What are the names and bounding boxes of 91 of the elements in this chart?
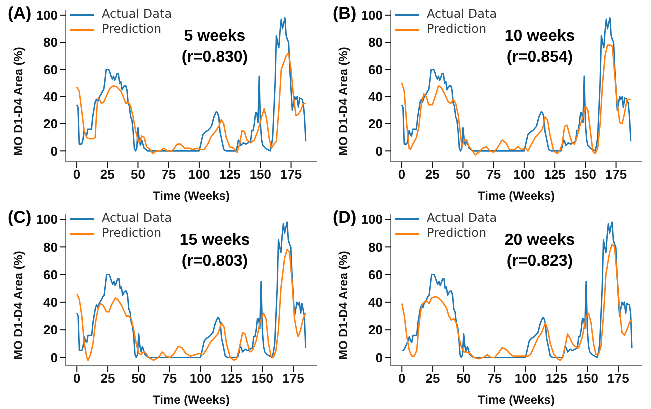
y-tick-label: 0 — [376, 350, 383, 366]
y-tick-label: 40 — [368, 89, 383, 104]
y-tick-label: 100 — [361, 212, 383, 228]
line-series — [76, 222, 307, 358]
x-axis-title: Time (Weeks) — [153, 393, 230, 407]
y-tick-label: 40 — [368, 295, 383, 310]
x-tick-label: 75 — [162, 167, 176, 182]
y-tick-label: 80 — [44, 35, 58, 50]
chart-title: (A) — [8, 4, 32, 24]
x-tick-label: 75 — [488, 371, 502, 386]
y-tick-label: 0 — [50, 144, 58, 159]
y-tick-label: 60 — [368, 62, 383, 78]
x-tick-label: 50 — [131, 167, 146, 182]
x-tick-label: 125 — [220, 371, 243, 386]
line-series — [76, 249, 307, 362]
x-tick-label: 25 — [100, 167, 115, 182]
annotation: 10 weeks — [504, 27, 576, 47]
y-tick-label: 100 — [361, 8, 383, 24]
y-tick-label: 100 — [36, 8, 58, 24]
x-tick-label: 25 — [425, 167, 440, 182]
x-axis-title: Time (Weeks) — [478, 393, 555, 407]
x-tick-label: 50 — [456, 167, 470, 182]
x-tick-label: 175 — [608, 371, 630, 386]
x-tick-label: 175 — [605, 167, 628, 182]
x-tick-label: 100 — [190, 371, 212, 386]
x-tick-label: 0 — [398, 371, 406, 386]
y-axis-title: MO D1-D4 Area (%) — [11, 47, 26, 156]
x-tick-label: 0 — [73, 167, 81, 182]
legend-label: Actual Data — [427, 211, 498, 226]
x-tick-label: 25 — [426, 371, 440, 386]
x-tick-label: 0 — [398, 167, 406, 182]
legend-label: Prediction — [102, 226, 162, 241]
y-tick-label: 0 — [50, 350, 58, 366]
line-series — [401, 244, 633, 362]
y-tick-label: 80 — [44, 240, 58, 255]
line-series — [401, 17, 632, 152]
y-axis-title: MO D1-D4 Area (%) — [336, 47, 350, 156]
y-tick-label: 20 — [44, 322, 58, 338]
y-tick-label: 40 — [44, 295, 58, 310]
x-tick-label: 125 — [219, 167, 241, 182]
x-tick-label: 175 — [282, 371, 304, 386]
x-tick-label: 50 — [132, 371, 146, 386]
x-tick-label: 150 — [576, 371, 598, 386]
x-tick-label: 175 — [280, 167, 302, 182]
x-tick-label: 150 — [250, 167, 272, 182]
line-series — [76, 17, 307, 152]
x-tick-label: 100 — [514, 167, 536, 182]
legend-label: Actual Data — [427, 7, 498, 22]
x-axis-title: Time (Weeks) — [478, 189, 555, 203]
line-series — [401, 44, 632, 156]
x-tick-label: 50 — [456, 371, 472, 386]
annotation: (r=0.803) — [180, 252, 250, 272]
legend-label: Actual Data — [102, 211, 172, 226]
y-tick-label: 20 — [368, 116, 383, 132]
x-tick-label: 75 — [162, 371, 178, 386]
annotation: (r=0.854) — [506, 48, 574, 68]
x-tick-label: 100 — [514, 371, 537, 386]
y-axis-title: MO D1-D4 Area (%) — [11, 251, 26, 360]
legend-label: Prediction — [427, 226, 487, 241]
x-axis-title: Time (Weeks) — [153, 189, 230, 203]
x-tick-label: 150 — [574, 167, 597, 182]
y-tick-label: 60 — [368, 267, 383, 282]
x-tick-label: 150 — [252, 371, 274, 386]
y-tick-label: 60 — [44, 62, 58, 78]
annotation: 20 weeks — [504, 231, 576, 251]
chart-title: (D) — [333, 208, 357, 228]
y-tick-label: 100 — [36, 212, 58, 228]
x-tick-label: 25 — [100, 371, 116, 386]
y-tick-label: 20 — [368, 322, 383, 338]
legend-label: Prediction — [427, 22, 487, 37]
y-tick-label: 20 — [44, 116, 58, 132]
legend-label: Actual Data — [102, 7, 172, 22]
x-tick-label: 75 — [486, 167, 502, 182]
y-axis-title: MO D1-D4 Area (%) — [336, 251, 350, 360]
x-tick-label: 125 — [544, 167, 566, 182]
y-tick-label: 80 — [368, 240, 383, 255]
annotation: 15 weeks — [180, 231, 250, 251]
line-series — [401, 222, 633, 358]
x-tick-label: 125 — [546, 371, 568, 386]
chart-title: (B) — [333, 4, 357, 24]
y-tick-label: 40 — [44, 89, 58, 104]
legend-label: Prediction — [102, 22, 162, 37]
y-tick-label: 60 — [44, 267, 58, 282]
chart-title: (C) — [8, 208, 32, 228]
x-tick-label: 0 — [74, 371, 81, 386]
x-tick-label: 100 — [188, 167, 210, 182]
annotation: 5 weeks — [183, 27, 247, 47]
annotation: (r=0.830) — [182, 48, 248, 68]
y-tick-label: 80 — [368, 35, 383, 50]
y-tick-label: 0 — [376, 144, 383, 159]
annotation: (r=0.823) — [506, 252, 574, 272]
